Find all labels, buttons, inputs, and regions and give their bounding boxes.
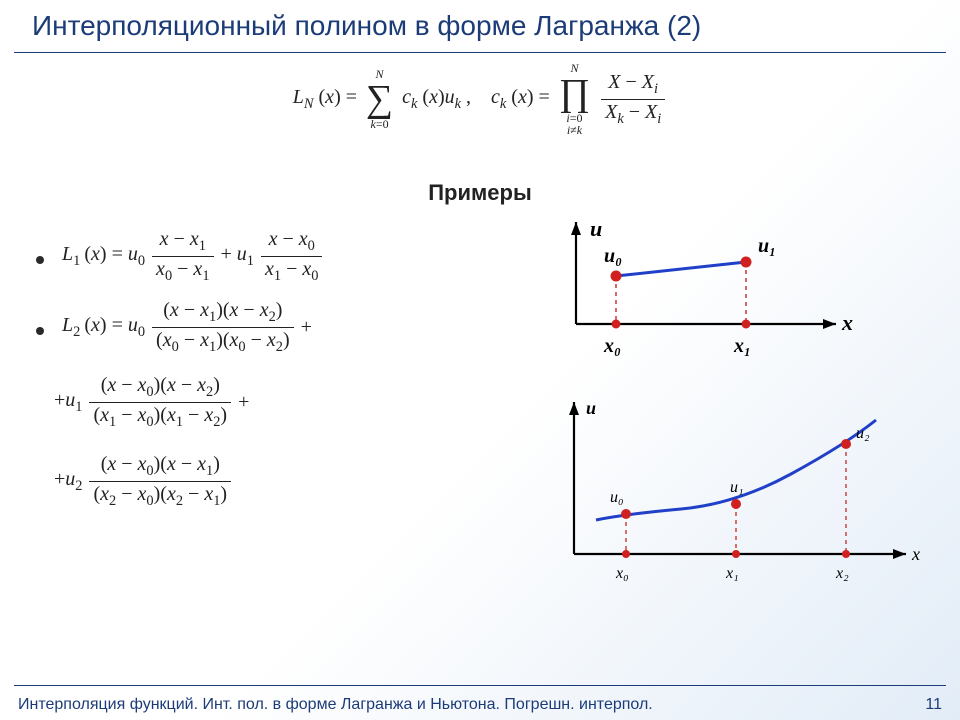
- title-rule: [14, 52, 946, 53]
- svg-text:u₂: u₂: [856, 425, 870, 442]
- examples-column: L1 (x) = u0 x − x1 x0 − x1 + u1 x − x0 x…: [36, 228, 506, 510]
- example-l2: L2 (x) = u0 (x − x1)(x − x2) (x0 − x1)(x…: [36, 299, 506, 356]
- svg-text:u₀: u₀: [604, 245, 622, 267]
- formula-l2-line1: L2 (x) = u0 (x − x1)(x − x2) (x0 − x1)(x…: [62, 299, 312, 356]
- formula-l2-line2: +u1 (x − x0)(x − x2) (x1 − x0)(x1 − x2) …: [54, 374, 506, 431]
- footer-rule: [14, 685, 946, 686]
- svg-text:x: x: [841, 310, 853, 335]
- footer: Интерполяция функций. Инт. пол. в форме …: [0, 696, 960, 714]
- svg-text:x: x: [911, 544, 920, 564]
- page-number: 11: [925, 696, 942, 714]
- svg-text:x₁: x₁: [733, 335, 751, 357]
- svg-text:u₁: u₁: [758, 235, 776, 257]
- charts-panel: u x x₀ x₁ u₀ u₁ u x x₀ x₁ x₂ u₀ u₁ u₂: [546, 214, 946, 614]
- formula-main: LN (x) = N ∑ k=0 ck (x)uk , ck (x) = N ∏…: [0, 62, 960, 136]
- svg-text:u: u: [590, 216, 602, 241]
- svg-text:x₀: x₀: [615, 565, 629, 582]
- bullet-icon: [36, 256, 44, 264]
- example-l1: L1 (x) = u0 x − x1 x0 − x1 + u1 x − x0 x…: [36, 228, 506, 285]
- svg-text:u: u: [586, 398, 596, 418]
- bullet-icon: [36, 327, 44, 335]
- svg-text:u₀: u₀: [610, 489, 624, 506]
- svg-text:u₁: u₁: [730, 479, 744, 496]
- chart-linear: u x x₀ x₁ u₀ u₁: [546, 214, 946, 394]
- chart-quadratic: u x x₀ x₁ x₂ u₀ u₁ u₂: [546, 394, 946, 614]
- formula-l1: L1 (x) = u0 x − x1 x0 − x1 + u1 x − x0 x…: [62, 228, 324, 285]
- footer-text: Интерполяция функций. Инт. пол. в форме …: [18, 696, 653, 714]
- slide-title: Интерполяционный полином в форме Лагранж…: [0, 10, 960, 42]
- formula-l2-line3: +u2 (x − x0)(x − x1) (x2 − x0)(x2 − x1): [54, 453, 506, 510]
- examples-heading: Примеры: [0, 180, 960, 206]
- svg-text:x₁: x₁: [725, 565, 739, 582]
- slide: Интерполяционный полином в форме Лагранж…: [0, 0, 960, 720]
- svg-text:x₂: x₂: [835, 565, 849, 582]
- svg-text:x₀: x₀: [603, 335, 621, 357]
